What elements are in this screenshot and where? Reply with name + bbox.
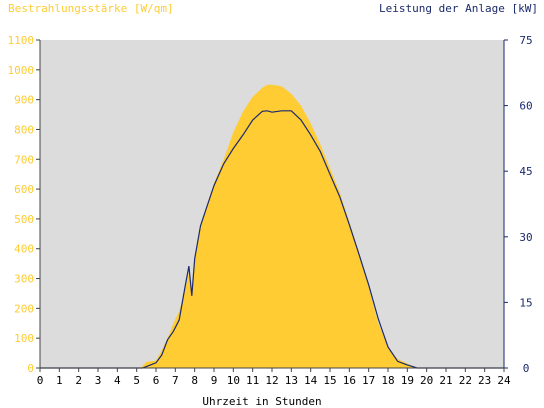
- right-tick-label: 0: [523, 362, 530, 375]
- x-tick-label: 10: [227, 374, 240, 387]
- power-line: [40, 110, 504, 369]
- x-tick-label: 3: [95, 374, 102, 387]
- left-tick-label: 300: [14, 273, 34, 286]
- left-tick-label: 900: [14, 94, 34, 107]
- right-tick-label: 30: [519, 231, 532, 244]
- x-tick-label: 24: [497, 374, 511, 387]
- x-axis-label: Uhrzeit in Stunden: [202, 395, 321, 408]
- x-tick-label: 9: [211, 374, 218, 387]
- left-tick-label: 500: [14, 213, 34, 226]
- x-tick-label: 19: [401, 374, 414, 387]
- x-tick-label: 13: [285, 374, 298, 387]
- x-tick-label: 5: [133, 374, 140, 387]
- x-tick-label: 20: [420, 374, 433, 387]
- x-tick-label: 15: [323, 374, 336, 387]
- x-tick-label: 7: [172, 374, 179, 387]
- x-tick-label: 16: [343, 374, 356, 387]
- left-axis-title: Bestrahlungsstärke [W/qm]: [8, 2, 174, 15]
- x-tick-label: 1: [56, 374, 63, 387]
- right-tick-label: 15: [519, 296, 532, 309]
- x-tick-label: 14: [304, 374, 318, 387]
- left-tick-label: 100: [14, 332, 34, 345]
- x-tick-label: 4: [114, 374, 121, 387]
- x-tick-label: 17: [362, 374, 375, 387]
- left-tick-label: 800: [14, 123, 34, 136]
- x-tick-label: 2: [75, 374, 82, 387]
- right-tick-label: 75: [519, 34, 532, 47]
- x-tick-label: 22: [459, 374, 472, 387]
- left-tick-label: 1100: [8, 34, 35, 47]
- left-tick-label: 1000: [8, 64, 35, 77]
- x-tick-label: 21: [439, 374, 452, 387]
- x-tick-label: 11: [246, 374, 259, 387]
- left-tick-label: 600: [14, 183, 34, 196]
- left-tick-label: 0: [27, 362, 34, 375]
- right-tick-label: 45: [519, 165, 532, 178]
- irradiance-area: [40, 84, 504, 368]
- right-tick-label: 60: [519, 100, 532, 113]
- x-tick-label: 6: [153, 374, 160, 387]
- left-tick-label: 200: [14, 302, 34, 315]
- left-tick-label: 400: [14, 243, 34, 256]
- left-tick-label: 700: [14, 153, 34, 166]
- x-tick-label: 23: [478, 374, 491, 387]
- x-tick-label: 0: [37, 374, 44, 387]
- right-axis-title: Leistung der Anlage [kW]: [379, 2, 538, 15]
- x-tick-label: 18: [381, 374, 394, 387]
- x-tick-label: 8: [191, 374, 198, 387]
- x-tick-label: 12: [265, 374, 278, 387]
